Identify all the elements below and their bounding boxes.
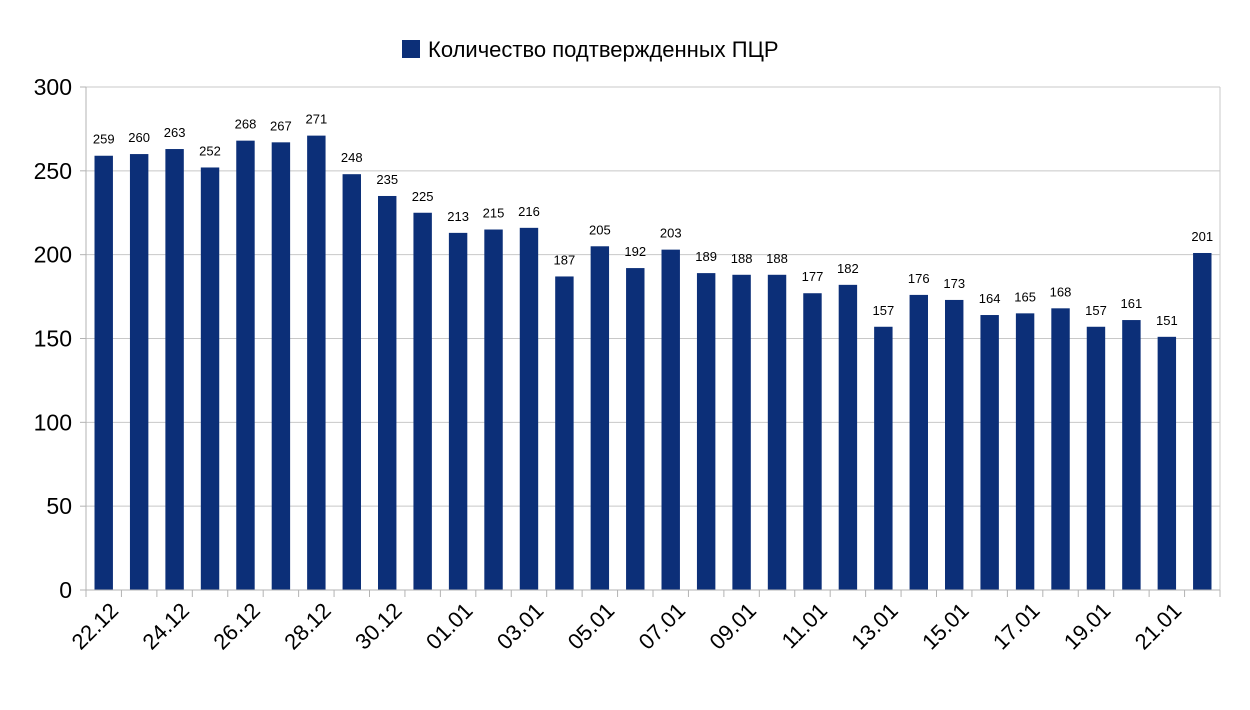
bar xyxy=(307,135,326,590)
data-label: 165 xyxy=(1014,289,1036,304)
data-label: 248 xyxy=(341,150,363,165)
bars xyxy=(94,135,1212,591)
y-tick-label: 0 xyxy=(59,577,72,603)
bar xyxy=(732,274,751,590)
data-label: 151 xyxy=(1156,313,1178,328)
data-label: 260 xyxy=(128,130,150,145)
x-tick-label: 28.12 xyxy=(279,598,336,655)
bar xyxy=(980,315,999,590)
data-label: 259 xyxy=(93,132,115,147)
bar xyxy=(661,249,680,591)
data-label: 187 xyxy=(554,252,576,267)
bar xyxy=(236,140,255,591)
bar xyxy=(909,294,928,590)
bar xyxy=(519,227,539,590)
gridlines xyxy=(86,86,1221,591)
data-label: 205 xyxy=(589,222,611,237)
bar xyxy=(1086,326,1106,590)
x-tick-label: 07.01 xyxy=(634,598,691,655)
data-label: 168 xyxy=(1050,284,1072,299)
y-tick-label: 50 xyxy=(46,493,72,519)
bar xyxy=(874,326,893,590)
bar xyxy=(1193,252,1212,591)
x-tick-label: 03.01 xyxy=(492,598,549,655)
bar xyxy=(129,154,149,591)
data-label: 161 xyxy=(1121,296,1143,311)
data-label: 157 xyxy=(1085,303,1107,318)
data-label: 271 xyxy=(305,112,327,127)
legend-swatch xyxy=(402,40,420,58)
bar xyxy=(803,293,822,590)
x-tick-label: 13.01 xyxy=(846,598,903,655)
y-tick-label: 300 xyxy=(34,74,72,100)
x-tick-label: 26.12 xyxy=(208,598,265,655)
data-label: 177 xyxy=(802,269,824,284)
data-label: 235 xyxy=(376,172,398,187)
x-tick-label: 19.01 xyxy=(1059,598,1116,655)
data-label: 213 xyxy=(447,209,469,224)
data-label: 176 xyxy=(908,271,930,286)
data-labels: 259 260 263 252 268 267 271 248 235 225 213 215 216 1… xyxy=(93,112,1213,328)
x-tick-label: 22.12 xyxy=(67,598,124,655)
y-tick-label: 100 xyxy=(34,409,72,435)
data-label: 268 xyxy=(235,117,257,132)
bar xyxy=(165,149,184,590)
x-tick-label: 30.12 xyxy=(350,598,407,655)
data-label: 173 xyxy=(943,276,965,291)
bar xyxy=(555,276,574,590)
bar xyxy=(1157,336,1177,590)
bar xyxy=(945,299,964,590)
data-label: 252 xyxy=(199,143,221,158)
bar xyxy=(696,273,716,590)
bar xyxy=(1122,320,1141,590)
bar xyxy=(94,155,113,590)
bar xyxy=(413,212,432,590)
data-label: 188 xyxy=(766,251,788,266)
data-label: 225 xyxy=(412,189,434,204)
data-label: 189 xyxy=(695,249,717,264)
data-label: 267 xyxy=(270,118,292,133)
x-tick-label: 17.01 xyxy=(988,598,1045,655)
data-label: 188 xyxy=(731,251,753,266)
data-label: 164 xyxy=(979,291,1001,306)
x-tick-label: 05.01 xyxy=(563,598,620,655)
x-tick-label: 24.12 xyxy=(138,598,195,655)
bar xyxy=(1015,313,1035,590)
x-tick-label: 09.01 xyxy=(705,598,762,655)
bar xyxy=(448,232,468,590)
y-tick-label: 250 xyxy=(34,158,72,184)
data-label: 192 xyxy=(624,244,646,259)
data-label: 263 xyxy=(164,125,186,140)
bar xyxy=(484,229,503,590)
bar xyxy=(590,246,610,591)
bar xyxy=(378,195,397,590)
bar xyxy=(1051,308,1070,590)
x-tick-label: 01.01 xyxy=(421,598,478,655)
data-label: 157 xyxy=(872,303,894,318)
x-tick-label: 21.01 xyxy=(1130,598,1187,655)
data-label: 215 xyxy=(483,206,505,221)
bar xyxy=(271,142,291,590)
bar xyxy=(626,268,645,590)
legend-label: Количество подтвержденных ПЦР xyxy=(428,37,779,62)
x-tick-label: 11.01 xyxy=(777,598,832,653)
bar xyxy=(838,284,858,590)
legend: Количество подтвержденных ПЦР xyxy=(402,37,779,62)
data-label: 182 xyxy=(837,261,859,276)
x-tick-label: 15.01 xyxy=(917,598,974,655)
y-tick-label: 150 xyxy=(34,326,72,352)
bar xyxy=(342,174,361,591)
bar xyxy=(200,167,220,591)
data-label: 203 xyxy=(660,226,682,241)
data-label: 201 xyxy=(1191,229,1213,244)
bar xyxy=(767,274,787,590)
data-label: 216 xyxy=(518,204,540,219)
y-tick-label: 200 xyxy=(34,242,72,268)
